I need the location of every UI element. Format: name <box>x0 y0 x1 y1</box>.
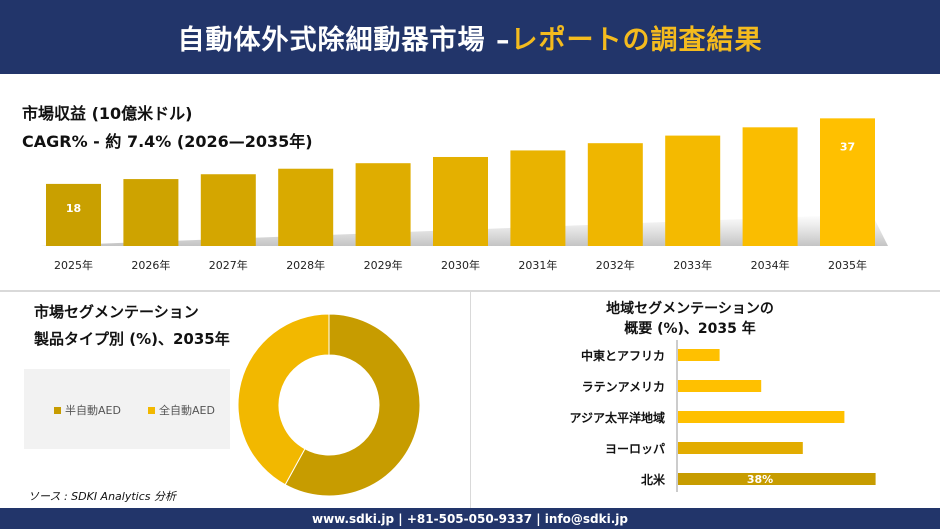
revenue-x-tick-label: 2032年 <box>596 258 635 272</box>
horizontal-divider <box>0 290 940 292</box>
legend-swatch-full-auto <box>148 406 155 414</box>
revenue-x-tick-label: 2026年 <box>131 258 170 272</box>
cagr-label: CAGR% - 約 7.4% (2026—2035年) <box>22 132 313 151</box>
header-title-main: 自動体外式除細動器市場 – <box>177 24 511 56</box>
product-type-donut-chart <box>237 313 421 497</box>
contact-footer: www.sdki.jp | +81-505-050-9337 | info@sd… <box>0 508 940 529</box>
revenue-bar <box>587 143 643 246</box>
revenue-x-tick-label: 2029年 <box>364 258 403 272</box>
revenue-data-label: 37 <box>840 140 855 153</box>
regional-category-label: 中東とアフリカ <box>581 348 665 363</box>
revenue-x-tick-label: 2030年 <box>441 258 480 272</box>
revenue-x-tick-label: 2034年 <box>751 258 790 272</box>
revenue-x-tick-label: 2028年 <box>286 258 325 272</box>
revenue-x-tick-label: 2025年 <box>54 258 93 272</box>
legend-item-full-auto: 全自動AED <box>148 402 215 418</box>
revenue-x-tick-label: 2031年 <box>518 258 557 272</box>
revenue-bar <box>820 118 875 246</box>
revenue-panel: 市場収益 (10億米ドル) CAGR% - 約 7.4% (2026—2035年… <box>0 74 940 288</box>
legend-label-semi-auto: 半自動AED <box>65 404 121 417</box>
regional-category-label: ヨーロッパ <box>605 442 665 456</box>
legend-swatch-semi-auto <box>54 406 61 414</box>
revenue-x-tick-label: 2035年 <box>828 258 867 272</box>
revenue-bar <box>200 174 256 246</box>
regional-bar <box>678 473 876 485</box>
regional-title: 地域セグメンテーションの <box>606 301 774 317</box>
revenue-x-tick-label: 2027年 <box>209 258 248 272</box>
donut-legend: 半自動AED 全自動AED <box>24 369 230 449</box>
regional-bar <box>678 380 762 392</box>
revenue-bar-chart: 2025年 18 2026年 2027年 2028年 2029年 2030年 2031年 203… <box>40 118 888 272</box>
regional-category-label: アジア太平洋地域 <box>569 410 665 425</box>
revenue-bar <box>278 168 334 246</box>
legend-label-full-auto: 全自動AED <box>159 404 215 417</box>
segmentation-subtitle: 製品タイプ別 (%)、2035年 <box>34 330 230 348</box>
revenue-bar <box>355 163 411 246</box>
revenue-bar <box>433 156 488 246</box>
regional-bar <box>678 442 803 454</box>
report-header: 自動体外式除細動器市場 – レポートの調査結果 <box>0 0 940 74</box>
revenue-bar <box>46 183 101 246</box>
regional-category-label: 北米 <box>641 472 666 487</box>
donut-slice <box>237 313 330 486</box>
donut-slice <box>284 313 421 497</box>
revenue-bar <box>742 127 798 246</box>
revenue-bar <box>510 150 566 246</box>
vertical-divider <box>470 292 471 508</box>
revenue-unit-label: 市場収益 (10億米ドル) <box>22 104 193 123</box>
legend-item-semi-auto: 半自動AED <box>54 402 121 418</box>
regional-bar <box>678 349 720 361</box>
regional-bar <box>678 411 845 423</box>
header-title-accent: レポートの調査結果 <box>510 24 763 56</box>
regional-data-label: 38% <box>747 473 773 486</box>
revenue-x-tick-label: 2033年 <box>673 258 712 272</box>
source-note: ソース : SDKI Analytics 分析 <box>28 490 177 503</box>
revenue-bar <box>123 179 179 246</box>
segmentation-title: 市場セグメンテーション <box>34 303 199 321</box>
revenue-bar <box>665 135 721 246</box>
regional-subtitle: 概要 (%)、2035 年 <box>624 321 756 337</box>
regional-category-label: ラテンアメリカ <box>582 380 665 394</box>
revenue-data-label: 18 <box>66 202 81 215</box>
